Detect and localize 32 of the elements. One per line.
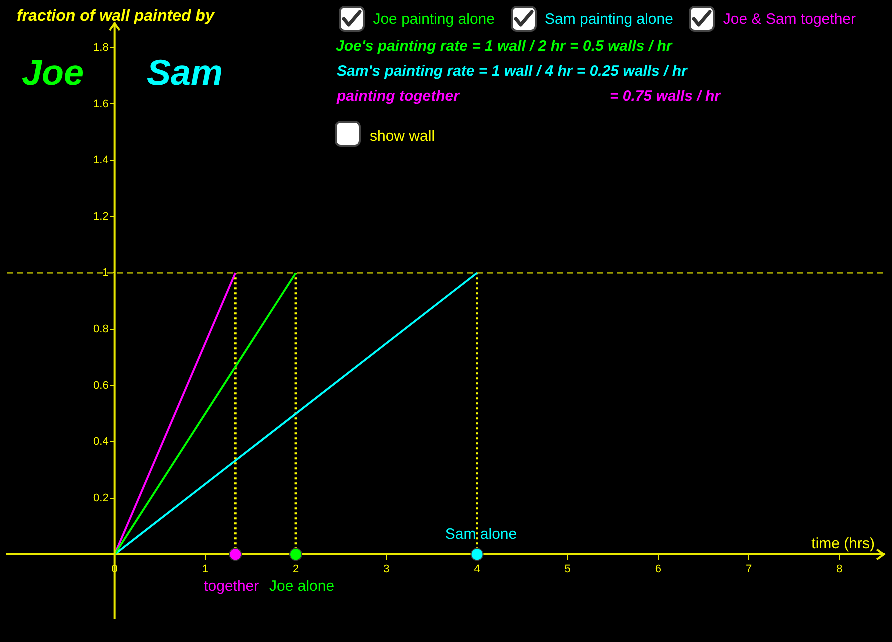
y-tick-label: 0.2 <box>94 492 109 504</box>
annotation: show wall <box>370 128 436 145</box>
x-tick-label: 4 <box>474 563 480 576</box>
x-tick-label: 1 <box>202 563 208 576</box>
y-tick-label: 1 <box>102 267 109 280</box>
text: Joe & Sam together <box>723 10 856 28</box>
text: Sam painting alone <box>544 10 674 28</box>
y-tick-label: 1.2 <box>94 210 109 223</box>
annotation: Joe <box>22 52 84 93</box>
annotation: = 0.75 walls / hr <box>610 88 722 105</box>
x-tick-label: 5 <box>564 563 571 576</box>
annotation: Sam alone <box>445 526 518 543</box>
y-tick-label: 0.4 <box>94 436 109 448</box>
x-axis-title: time (hrs) <box>812 535 875 552</box>
annotation: Sam's painting rate = 1 wall / 4 hr = 0.25 walls / hr <box>337 63 689 80</box>
y-tick-label: 1.6 <box>94 98 109 110</box>
annotation: Joe's painting rate = 1 wall / 2 hr = 0.5 walls / hr <box>336 38 674 55</box>
x-tick-label: 7 <box>746 563 752 576</box>
y-tick-label: 1.4 <box>94 154 109 167</box>
text: Joe painting alone <box>373 10 495 28</box>
annotation: fraction of wall painted by <box>17 8 216 25</box>
x-tick-label: 8 <box>836 563 843 576</box>
y-tick-label: 0.6 <box>94 380 109 392</box>
x-tick-label: 3 <box>384 563 390 576</box>
annotation: Joe alone <box>270 578 335 595</box>
annotation: Sam <box>147 52 224 93</box>
x-tick-label: 6 <box>655 563 662 576</box>
annotation: painting together <box>336 88 461 105</box>
x-tick-label: 2 <box>292 563 300 576</box>
y-tick-label: 1.8 <box>94 42 109 54</box>
y-tick-label: 0.8 <box>94 323 109 336</box>
annotation: together <box>204 578 260 595</box>
